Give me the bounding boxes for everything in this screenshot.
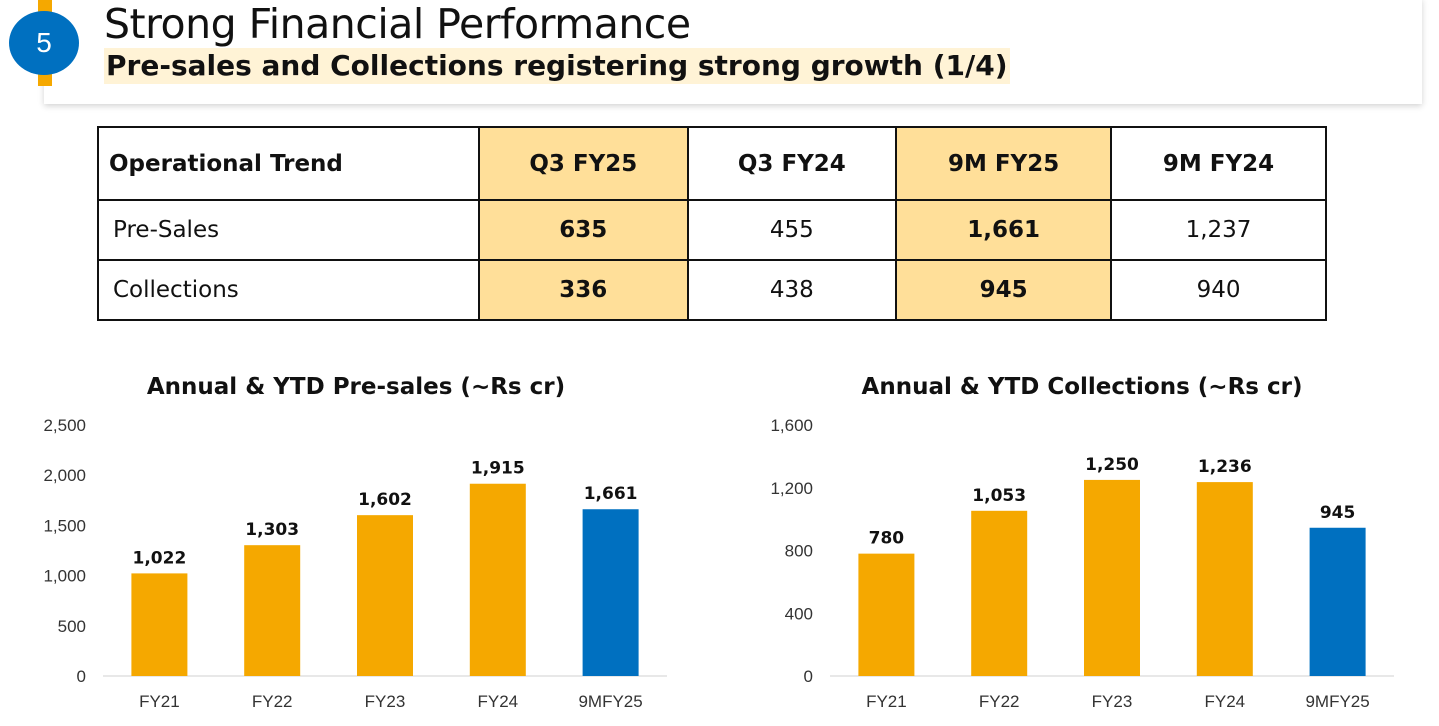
row-label: Collections xyxy=(97,259,480,321)
table-cell: 1,661 xyxy=(895,199,1113,261)
data-label: 1,236 xyxy=(1198,457,1252,477)
x-tick-label: FY24 xyxy=(477,692,518,711)
y-tick-label: 400 xyxy=(785,604,813,623)
x-tick-label: 9MFY25 xyxy=(578,692,642,711)
bar xyxy=(582,509,639,676)
x-tick-label: FY23 xyxy=(1092,692,1133,711)
y-tick-label: 1,200 xyxy=(770,479,813,498)
y-tick-label: 1,500 xyxy=(43,516,86,535)
x-tick-label: FY22 xyxy=(252,692,293,711)
y-tick-label: 0 xyxy=(804,667,813,686)
table-header-row: Operational Trend Q3 FY25 Q3 FY24 9M FY2… xyxy=(97,126,1327,201)
table-header-cell: Operational Trend xyxy=(97,126,480,201)
bar xyxy=(1084,479,1140,676)
data-label: 1,250 xyxy=(1085,455,1139,475)
table-cell: 438 xyxy=(686,259,898,321)
data-label: 780 xyxy=(869,529,905,549)
x-tick-label: FY23 xyxy=(365,692,406,711)
slide-number-badge: 5 xyxy=(9,11,79,75)
table-cell: 635 xyxy=(478,199,689,261)
x-tick-label: FY21 xyxy=(866,692,907,711)
table-header-cell: 9M FY24 xyxy=(1110,126,1327,201)
table-row: Collections 336 438 945 940 xyxy=(97,259,1327,321)
table-cell: 455 xyxy=(686,199,898,261)
bar xyxy=(1196,482,1253,676)
bar xyxy=(244,545,301,676)
data-label: 945 xyxy=(1320,503,1356,523)
table-header-cell: Q3 FY24 xyxy=(686,126,898,201)
bar xyxy=(858,553,915,676)
table-row: Pre-Sales 635 455 1,661 1,237 xyxy=(97,199,1327,261)
data-label: 1,602 xyxy=(358,490,412,510)
x-tick-label: 9MFY25 xyxy=(1305,692,1369,711)
y-tick-label: 800 xyxy=(785,542,813,561)
table-cell: 336 xyxy=(478,259,689,321)
bar xyxy=(1309,527,1366,676)
presales-chart-title: Annual & YTD Pre-sales (~Rs cr) xyxy=(146,374,566,400)
y-tick-label: 2,000 xyxy=(43,466,86,485)
collections-bar-chart: 0 400 800 1,200 1,600 780 FY21 1,053 FY22 1,250 FY… xyxy=(770,416,1394,711)
table-header-cell: 9M FY25 xyxy=(895,126,1113,201)
bar xyxy=(131,573,188,676)
x-tick-label: FY22 xyxy=(979,692,1020,711)
y-tick-label: 500 xyxy=(58,617,86,636)
collections-chart-title: Annual & YTD Collections (~Rs cr) xyxy=(861,374,1303,400)
operational-trend-table: Operational Trend Q3 FY25 Q3 FY24 9M FY2… xyxy=(97,126,1327,321)
data-label: 1,915 xyxy=(471,459,525,479)
bar xyxy=(357,515,413,676)
page-title: Strong Financial Performance xyxy=(104,0,691,48)
table-cell: 1,237 xyxy=(1110,199,1327,261)
table-cell: 940 xyxy=(1110,259,1327,321)
data-label: 1,303 xyxy=(245,520,299,540)
y-tick-label: 2,500 xyxy=(43,416,86,435)
data-label: 1,022 xyxy=(133,548,187,568)
x-tick-label: FY21 xyxy=(139,692,180,711)
table-cell: 945 xyxy=(895,259,1113,321)
bar xyxy=(971,510,1028,676)
table-header-cell: Q3 FY25 xyxy=(478,126,689,201)
bar xyxy=(469,483,526,676)
x-tick-label: FY24 xyxy=(1204,692,1245,711)
y-tick-label: 1,600 xyxy=(770,416,813,435)
page-subtitle: Pre-sales and Collections registering st… xyxy=(104,48,1010,84)
y-tick-label: 0 xyxy=(77,667,86,686)
y-tick-label: 1,000 xyxy=(43,567,86,586)
data-label: 1,661 xyxy=(584,484,638,504)
data-label: 1,053 xyxy=(972,486,1026,506)
presales-bar-chart: 0 500 1,000 1,500 2,000 2,500 1,022 FY21 1,303 FY… xyxy=(43,416,667,711)
row-label: Pre-Sales xyxy=(97,199,480,261)
